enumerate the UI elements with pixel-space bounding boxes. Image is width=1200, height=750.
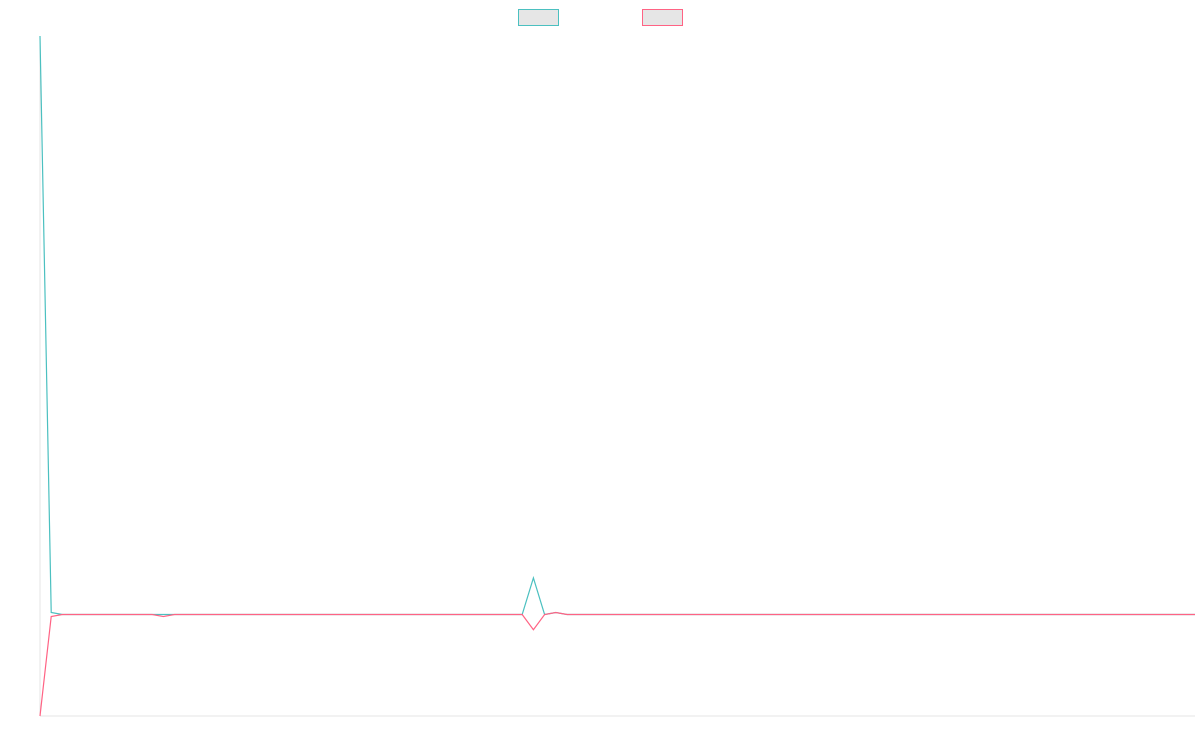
legend-swatch-2 [642,9,683,26]
series-line-1 [39,35,1195,616]
legend-swatch-1 [518,9,559,26]
series-line-2 [39,611,1195,717]
